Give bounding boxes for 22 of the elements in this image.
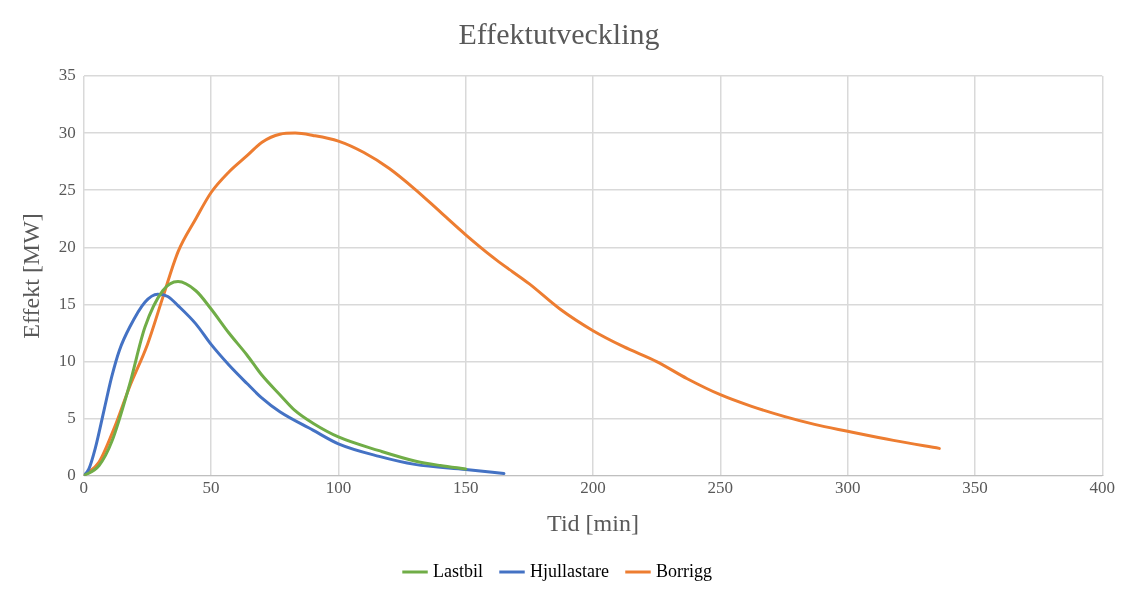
chart-title: Effektutveckling [458,16,660,50]
y-tick-label: 15 [58,293,76,313]
y-tick-label: 25 [58,179,76,199]
legend-label: Hjullastare [530,560,609,581]
y-tick-label: 10 [58,351,76,371]
x-tick-label: 250 [707,478,734,498]
y-tick-label: 30 [58,122,76,142]
x-tick-label: 350 [962,478,988,498]
legend-label: Lastbil [433,560,484,581]
x-tick-label: 150 [452,478,479,498]
y-tick-label: 20 [58,236,76,256]
y-tick-label: 5 [67,408,76,428]
y-tick-label: 35 [58,65,76,85]
x-axis-title: Tid [min] [547,509,639,536]
x-tick-label: 300 [834,478,861,498]
x-tick-label: 200 [580,478,606,498]
x-tick-label: 50 [202,478,220,498]
y-axis-title: Effekt [MW] [17,213,44,339]
x-tick-label: 100 [325,478,352,498]
legend-label: Borrigg [655,560,712,581]
y-tick-label: 0 [67,465,76,485]
x-tick-label: 400 [1089,478,1115,498]
